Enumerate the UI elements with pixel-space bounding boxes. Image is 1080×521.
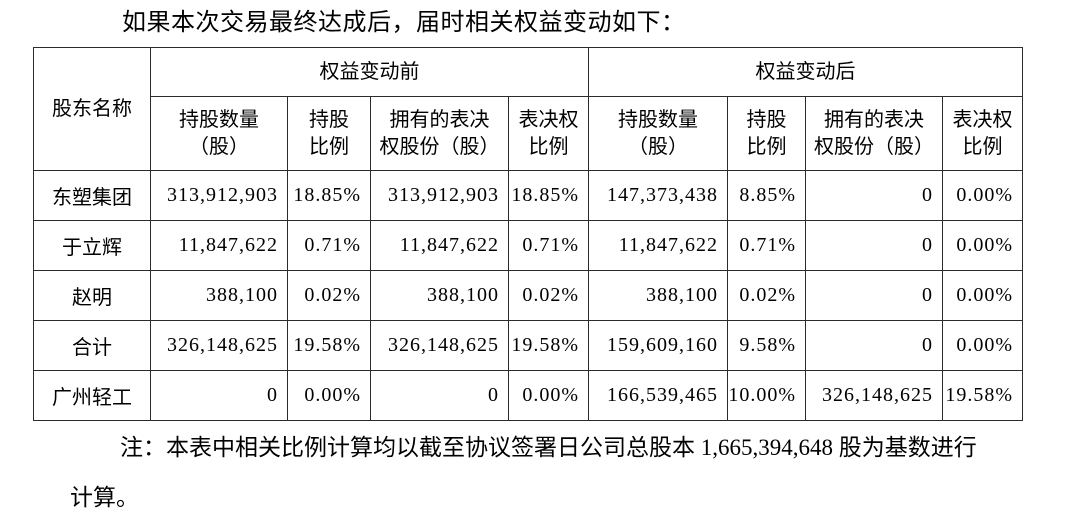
holding-ratio-after-cell: 0.71%: [727, 220, 806, 271]
group-header-before: 权益变动前: [150, 47, 589, 97]
voting-ratio-before-cell: 19.58%: [508, 320, 589, 371]
shareholder-name-cell: 广州轻工: [33, 370, 151, 421]
group-header-row: 股东名称 权益变动前 权益变动后: [33, 47, 1023, 171]
page-title: 如果本次交易最终达成后，届时相关权益变动如下：: [122, 10, 686, 36]
note-line-2: 计算。: [70, 485, 139, 510]
subheader-shares-after: 持股数量 （股）: [588, 96, 728, 171]
voting-ratio-after-cell: 0.00%: [942, 320, 1023, 371]
voting-ratio-before-cell: 0.00%: [508, 370, 589, 421]
table-row: 东塑集团 313,912,903 18.85% 313,912,903 18.8…: [33, 170, 1023, 221]
subheader-holding-ratio-after: 持股 比例: [727, 96, 806, 171]
voting-shares-after-cell: 0: [805, 320, 943, 371]
voting-shares-after-cell: 326,148,625: [805, 370, 943, 421]
voting-shares-after-cell: 0: [805, 220, 943, 271]
voting-shares-after-cell: 0: [805, 270, 943, 321]
table-row: 赵明 388,100 0.02% 388,100 0.02% 388,100 0…: [33, 270, 1023, 321]
voting-ratio-before-cell: 18.85%: [508, 170, 589, 221]
table-row-total: 合计 326,148,625 19.58% 326,148,625 19.58%…: [33, 320, 1023, 371]
voting-ratio-before-cell: 0.02%: [508, 270, 589, 321]
holding-ratio-after-cell: 9.58%: [727, 320, 806, 371]
shares-before-cell: 388,100: [150, 270, 288, 321]
shares-after-cell: 11,847,622: [588, 220, 728, 271]
shares-before-cell: 313,912,903: [150, 170, 288, 221]
holding-ratio-before-cell: 0.00%: [287, 370, 371, 421]
holding-ratio-before-cell: 0.02%: [287, 270, 371, 321]
subheader-voting-shares-after: 拥有的表决 权股份（股）: [805, 96, 943, 171]
voting-shares-before-cell: 313,912,903: [370, 170, 509, 221]
shares-before-cell: 326,148,625: [150, 320, 288, 371]
voting-ratio-before-cell: 0.71%: [508, 220, 589, 271]
voting-ratio-after-cell: 0.00%: [942, 220, 1023, 271]
table-row: 于立辉 11,847,622 0.71% 11,847,622 0.71% 11…: [33, 220, 1023, 271]
table-row: 广州轻工 0 0.00% 0 0.00% 166,539,465 10.00% …: [33, 370, 1023, 421]
shares-after-cell: 159,609,160: [588, 320, 728, 371]
shareholder-name-header: 股东名称: [33, 47, 151, 171]
voting-shares-before-cell: 0: [370, 370, 509, 421]
shareholder-name-cell: 东塑集团: [33, 170, 151, 221]
voting-ratio-after-cell: 19.58%: [942, 370, 1023, 421]
shareholder-name-cell: 赵明: [33, 270, 151, 321]
shareholder-name-cell: 于立辉: [33, 220, 151, 271]
sub-header-row: 持股数量 （股） 持股 比例 拥有的表决 权股份（股） 表决权 比例 持股数量 …: [34, 96, 1023, 171]
shares-after-cell: 166,539,465: [588, 370, 728, 421]
subheader-voting-ratio-before: 表决权 比例: [508, 96, 589, 171]
subheader-shares-before: 持股数量 （股）: [150, 96, 288, 171]
subheader-holding-ratio-before: 持股 比例: [287, 96, 371, 171]
voting-shares-before-cell: 11,847,622: [370, 220, 509, 271]
holding-ratio-before-cell: 18.85%: [287, 170, 371, 221]
holding-ratio-before-cell: 19.58%: [287, 320, 371, 371]
shares-after-cell: 388,100: [588, 270, 728, 321]
shares-after-cell: 147,373,438: [588, 170, 728, 221]
holding-ratio-after-cell: 10.00%: [727, 370, 806, 421]
subheader-voting-shares-before: 拥有的表决 权股份（股）: [370, 96, 509, 171]
shareholder-name-cell: 合计: [33, 320, 151, 371]
holding-ratio-after-cell: 8.85%: [727, 170, 806, 221]
voting-shares-before-cell: 326,148,625: [370, 320, 509, 371]
holding-ratio-after-cell: 0.02%: [727, 270, 806, 321]
holding-ratio-before-cell: 0.71%: [287, 220, 371, 271]
voting-shares-before-cell: 388,100: [370, 270, 509, 321]
voting-ratio-after-cell: 0.00%: [942, 270, 1023, 321]
group-header-after: 权益变动后: [588, 47, 1023, 97]
subheader-voting-ratio-after: 表决权 比例: [942, 96, 1023, 171]
note-line-1: 注：本表中相关比例计算均以截至协议签署日公司总股本 1,665,394,648 …: [120, 435, 977, 460]
equity-change-table: 股东名称 权益变动前 权益变动后 持股数量 （股） 持股 比例 拥有的表决 权股…: [33, 47, 1023, 421]
shares-before-cell: 0: [150, 370, 288, 421]
voting-ratio-after-cell: 0.00%: [942, 170, 1023, 221]
voting-shares-after-cell: 0: [805, 170, 943, 221]
shares-before-cell: 11,847,622: [150, 220, 288, 271]
